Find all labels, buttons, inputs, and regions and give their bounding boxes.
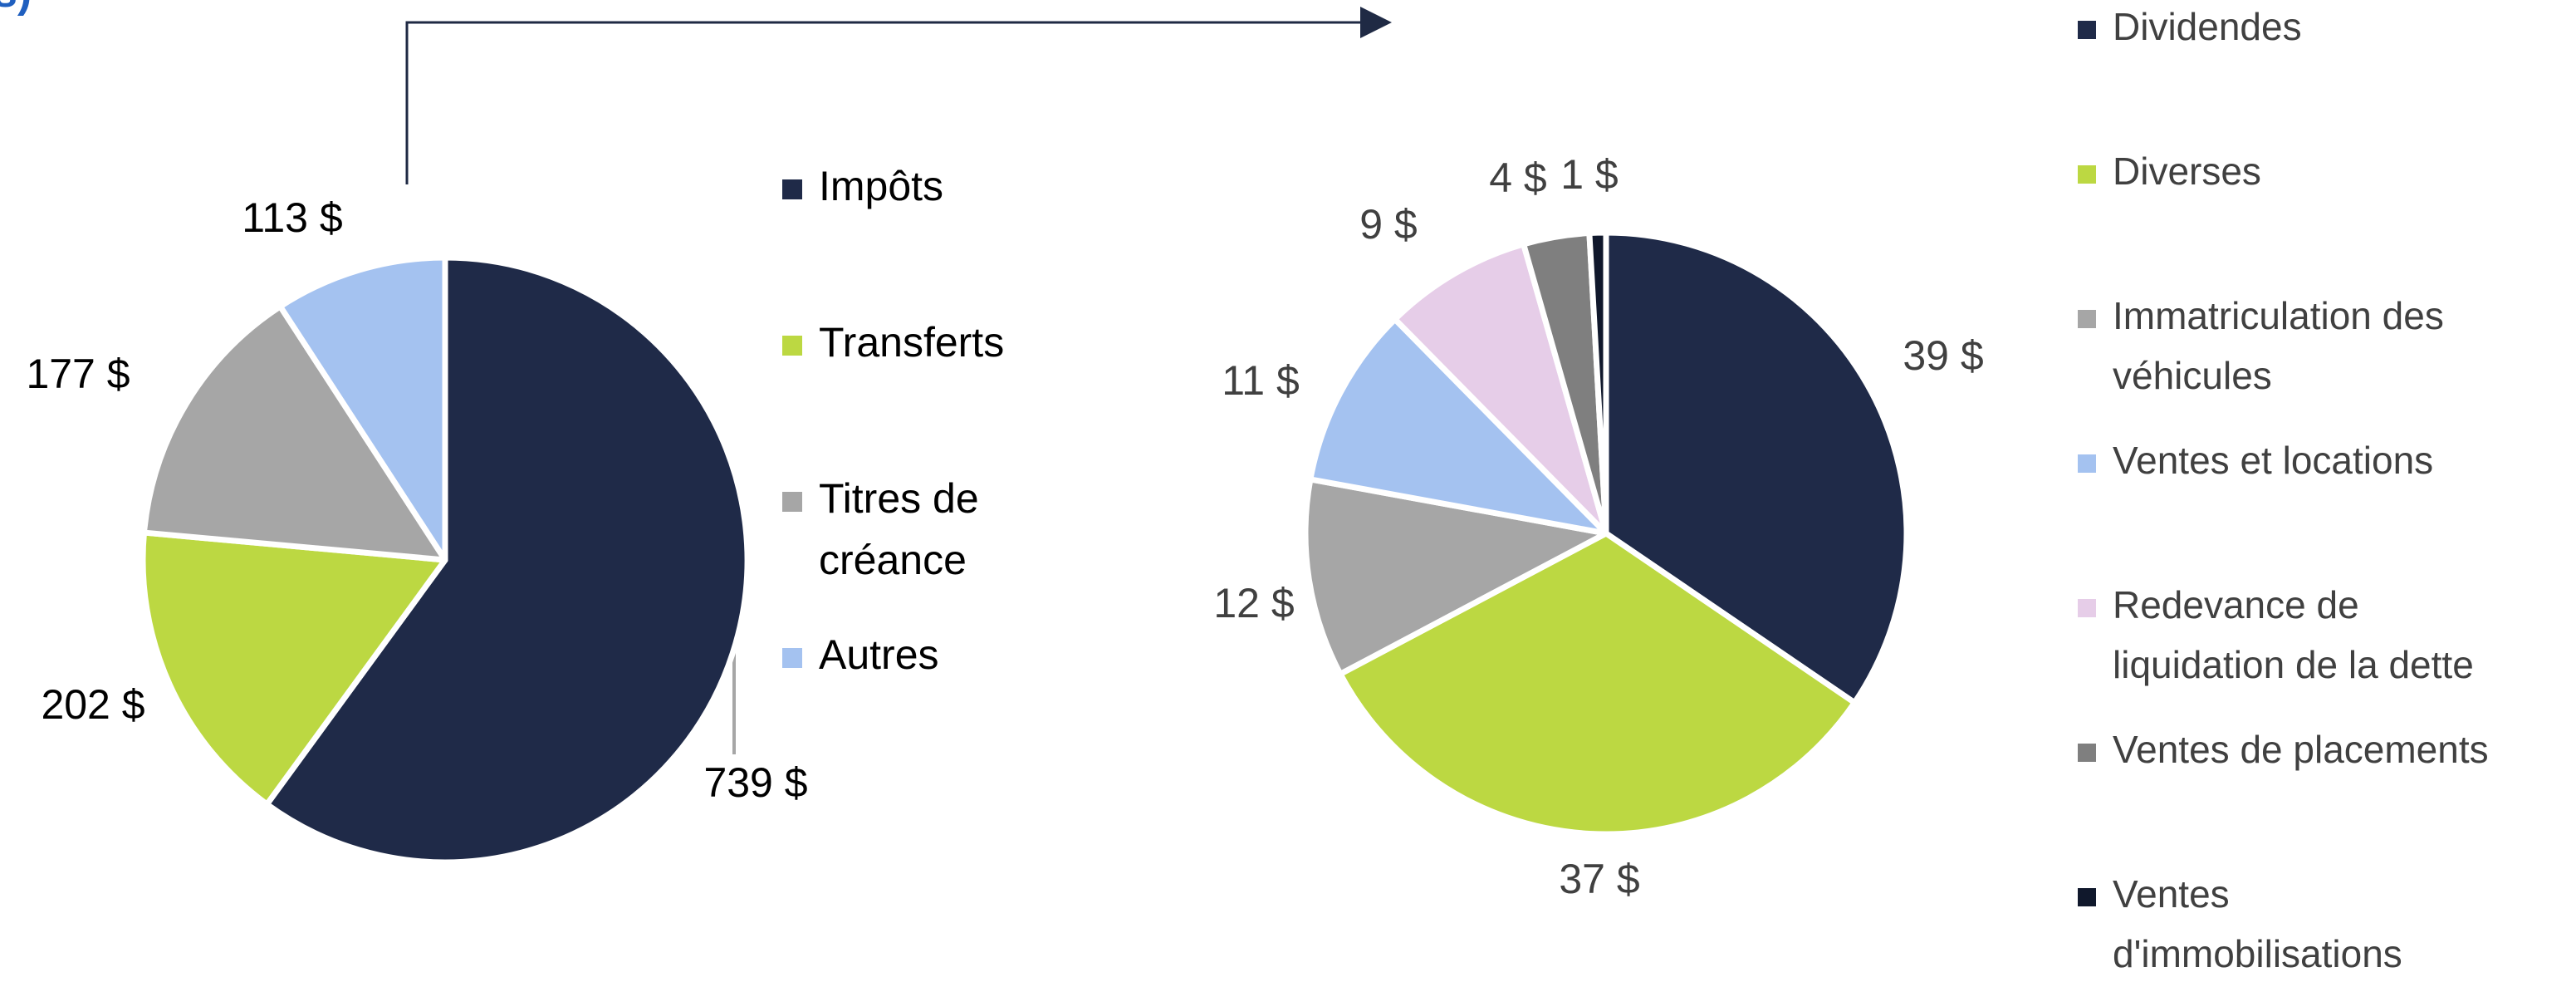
- connector-arrow-line: [405, 21, 1362, 184]
- pie1-legend-label-titres-de-creance-line-1: Titres de: [819, 475, 979, 522]
- pie1-slice-impots: [263, 254, 751, 866]
- pie2-legend-label-ventes-d-immobilisations-line-1: Ventes: [2113, 872, 2230, 916]
- pie2-legend-swatch-dividendes: [2078, 21, 2096, 39]
- pie2-legend-label-ventes-d-immobilisations-line-2: d'immobilisations: [2113, 932, 2402, 975]
- pie2-data-label-diverses: 37 $: [1559, 856, 1639, 902]
- pie2-legend-label-redevance-de-liquidation-de-la-dette-line-1: Redevance de: [2113, 583, 2359, 626]
- pie1-data-label-transferts: 202 $: [41, 681, 144, 728]
- pie2-legend-label-dividendes: Dividendes: [2113, 5, 2302, 48]
- pie2-slice-immatriculation-des-vehicules: [1302, 476, 1609, 677]
- pie1-legend-swatch-autres: [782, 648, 802, 668]
- pie2-legend-label-diverses: Diverses: [2113, 150, 2261, 193]
- pie1-slice-autres: [277, 254, 448, 563]
- pie1-legend-swatch-impots: [782, 179, 802, 199]
- title-fragment: s): [0, 0, 32, 17]
- pie2-slices: [1302, 229, 1910, 837]
- pie2-legend-label-immatriculation-des-vehicules-line-1: Immatriculation des: [2113, 294, 2444, 337]
- pie2-legend-label-ventes-et-locations: Ventes et locations: [2113, 439, 2433, 482]
- pie2-data-label-ventes-de-placements: 4 $: [1489, 155, 1547, 201]
- pie1-slice-transferts: [140, 529, 448, 808]
- pie2-labels: 39 $ 37 $ 12 $ 11 $ 9 $ 4 $ 1 $: [1213, 151, 1983, 902]
- pie1-data-label-titres-de-creance: 177 $: [26, 351, 130, 397]
- pie2-legend-swatch-ventes-et-locations: [2078, 454, 2096, 473]
- pie2-slice-dividendes: [1603, 229, 1910, 706]
- pie2-slice-ventes-et-locations: [1307, 316, 1609, 537]
- pie2-legend-swatch-ventes-d-immobilisations: [2078, 888, 2096, 906]
- pie2-legend-label-immatriculation-des-vehicules-line-2: véhicules: [2113, 354, 2272, 397]
- connector-arrow-head: [1360, 7, 1392, 38]
- pie1-legend-swatch-titres-de-creance: [782, 492, 802, 512]
- pie2-data-label-immatriculation-des-vehicules: 12 $: [1213, 580, 1294, 626]
- pie2-legend: Dividendes Diverses Immatriculation des véh…: [2078, 5, 2489, 975]
- pie2-legend-label-redevance-de-liquidation-de-la-dette-line-2: liquidation de la dette: [2113, 643, 2474, 686]
- pie1-legend: Impôts Transferts Titres de créance Autres: [782, 163, 1004, 678]
- pie1-data-label-impots: 739 $: [703, 759, 807, 806]
- pie1-labels: 739 $ 202 $ 177 $ 113 $: [26, 194, 807, 806]
- pie1-legend-label-autres: Autres: [819, 631, 939, 678]
- pie2-legend-swatch-ventes-de-placements: [2078, 744, 2096, 762]
- pie1-data-label-autres: 113 $: [242, 194, 342, 241]
- pie2-data-label-ventes-d-immobilisations: 1 $: [1560, 151, 1619, 198]
- pie2-legend-swatch-diverses: [2078, 165, 2096, 184]
- pie2-slice-redevance-de-liquidation-de-la-dette: [1392, 241, 1609, 537]
- pie1-legend-label-impots: Impôts: [819, 163, 943, 209]
- pie2-legend-swatch-immatriculation-des-vehicules: [2078, 310, 2096, 328]
- pie2-legend-label-ventes-de-placements: Ventes de placements: [2113, 728, 2489, 771]
- pie2-data-label-redevance-de-liquidation-de-la-dette: 9 $: [1359, 201, 1418, 248]
- pie1-legend-label-titres-de-creance-line-2: créance: [819, 537, 967, 583]
- pie2-slice-ventes-d-immobilisations: [1586, 229, 1609, 537]
- pie1-legend-label-transferts: Transferts: [819, 319, 1004, 366]
- pie1-legend-swatch-transferts: [782, 336, 802, 356]
- pie2-data-label-dividendes: 39 $: [1903, 332, 1983, 379]
- pie1-slices: [140, 254, 751, 866]
- pie1-slice-titres-de-creance: [140, 303, 448, 563]
- pie2-legend-swatch-redevance-de-liquidation-de-la-dette: [2078, 599, 2096, 617]
- pie2-data-label-ventes-et-locations: 11 $: [1222, 357, 1300, 404]
